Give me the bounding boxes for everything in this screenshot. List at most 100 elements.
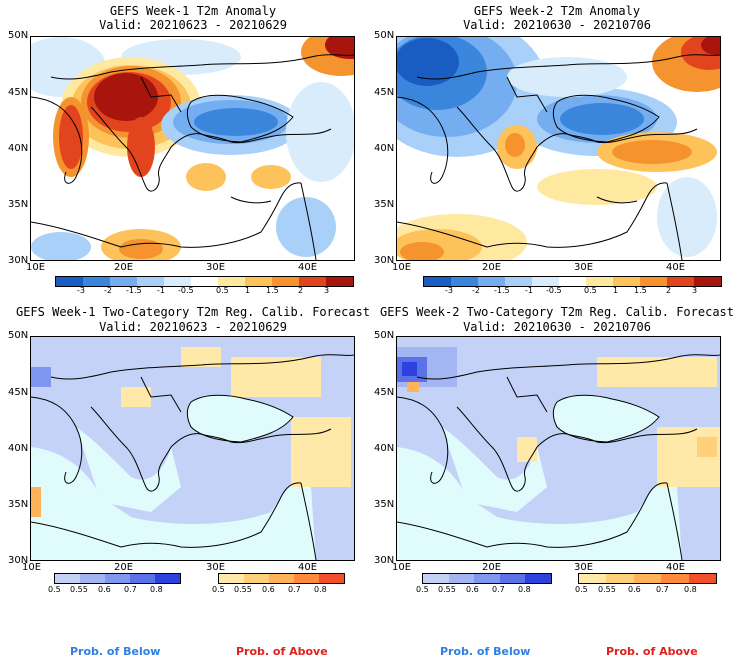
panel-week2-probability: GEFS Week-2 Two-Category T2m Reg. Calib.… bbox=[370, 300, 740, 662]
cbar-tick-label: 0.8 bbox=[518, 585, 531, 594]
prob-below-label: Prob. of Below bbox=[440, 645, 531, 658]
cbar-tick-label: 0.5 bbox=[416, 585, 429, 594]
cbar-swatch bbox=[164, 277, 191, 286]
cbar-swatch bbox=[688, 574, 717, 583]
lat-label-45n: 45N bbox=[374, 87, 395, 98]
cbar-swatch bbox=[105, 574, 130, 583]
panel-title: GEFS Week-1 Two-Category T2m Reg. Calib.… bbox=[15, 305, 370, 319]
cbar-tick-label: -2 bbox=[472, 286, 480, 295]
cbar-tick-label: 2 bbox=[298, 286, 304, 295]
cbar-swatch bbox=[272, 277, 299, 286]
cbar-tick-label: 1 bbox=[613, 286, 619, 295]
below-colorbar-week1 bbox=[54, 573, 181, 584]
cbar-swatch bbox=[606, 574, 634, 583]
lat-label-35n: 35N bbox=[8, 499, 29, 510]
lon-label-10e: 10E bbox=[392, 562, 412, 573]
anomaly-map-week2 bbox=[396, 36, 721, 261]
above-colorbar-week2 bbox=[578, 573, 717, 584]
lon-label-30e: 30E bbox=[574, 262, 594, 273]
cbar-swatch bbox=[423, 574, 449, 583]
cbar-tick-label: -3 bbox=[445, 286, 453, 295]
cbar-swatch bbox=[532, 277, 559, 286]
lat-label-40n: 40N bbox=[374, 443, 395, 454]
prob-above-label: Prob. of Above bbox=[236, 645, 328, 658]
lat-label-40n: 40N bbox=[374, 143, 395, 154]
cbar-tick-label: 0.5 bbox=[584, 286, 597, 295]
cbar-swatch bbox=[130, 574, 155, 583]
lon-label-20e: 20E bbox=[482, 562, 502, 573]
cbar-swatch bbox=[525, 574, 551, 583]
cbar-tick-label: 0.6 bbox=[466, 585, 479, 594]
cbar-tick-label: 1 bbox=[245, 286, 251, 295]
lat-label-30n: 30N bbox=[374, 555, 395, 566]
lat-label-35n: 35N bbox=[374, 199, 395, 210]
panel-title: GEFS Week-2 T2m Anomaly bbox=[473, 4, 641, 18]
cbar-swatch bbox=[499, 574, 526, 583]
cbar-swatch bbox=[448, 574, 475, 583]
cbar-swatch bbox=[613, 277, 640, 286]
cbar-tick-label: 1.5 bbox=[634, 286, 647, 295]
cbar-tick-label: 1.5 bbox=[266, 286, 279, 295]
lat-label-35n: 35N bbox=[374, 499, 395, 510]
cbar-swatch bbox=[191, 277, 218, 286]
lon-label-40e: 40E bbox=[666, 562, 686, 573]
cbar-tick-label: -2 bbox=[104, 286, 112, 295]
panel-valid-dates: Valid: 20210623 - 20210629 bbox=[99, 320, 287, 334]
panel-valid-dates: Valid: 20210630 - 20210706 bbox=[463, 18, 651, 32]
panel-week2-anomaly: GEFS Week-2 T2m Anomaly Valid: 20210630 … bbox=[370, 0, 740, 300]
above-colorbar-week1 bbox=[218, 573, 345, 584]
lon-label-30e: 30E bbox=[574, 562, 594, 573]
lat-label-50n: 50N bbox=[374, 30, 395, 41]
lon-label-40e: 40E bbox=[298, 262, 318, 273]
panel-valid-dates: Valid: 20210623 - 20210629 bbox=[99, 18, 287, 32]
cbar-tick-label: 0.5 bbox=[575, 585, 588, 594]
lon-label-40e: 40E bbox=[666, 262, 686, 273]
cbar-tick-label: -0.5 bbox=[546, 286, 562, 295]
cbar-swatch bbox=[110, 277, 137, 286]
cbar-tick-label: 3 bbox=[324, 286, 330, 295]
cbar-swatch bbox=[579, 574, 607, 583]
panel-week1-probability: GEFS Week-1 Two-Category T2m Reg. Calib.… bbox=[0, 300, 370, 662]
lon-label-10e: 10E bbox=[22, 562, 42, 573]
cbar-tick-label: 2 bbox=[666, 286, 672, 295]
cbar-tick-label: 0.7 bbox=[656, 585, 669, 594]
cbar-swatch bbox=[245, 277, 272, 286]
lon-label-10e: 10E bbox=[392, 262, 412, 273]
cbar-swatch bbox=[55, 574, 80, 583]
cbar-swatch bbox=[269, 574, 294, 583]
cbar-swatch bbox=[505, 277, 532, 286]
below-colorbar-week2 bbox=[422, 573, 552, 584]
cbar-tick-label: -1.5 bbox=[494, 286, 510, 295]
cbar-swatch bbox=[474, 574, 500, 583]
lat-label-50n: 50N bbox=[8, 330, 29, 341]
lat-label-50n: 50N bbox=[8, 30, 29, 41]
cbar-tick-label: 0.7 bbox=[124, 585, 137, 594]
cbar-swatch bbox=[80, 574, 105, 583]
cbar-tick-label: 0.7 bbox=[492, 585, 505, 594]
cbar-swatch bbox=[83, 277, 110, 286]
cbar-swatch bbox=[694, 277, 721, 286]
cbar-tick-label: 0.55 bbox=[70, 585, 88, 594]
lat-label-40n: 40N bbox=[8, 443, 29, 454]
cbar-tick-label: 0.55 bbox=[438, 585, 456, 594]
anomaly-colorbar-week1 bbox=[55, 276, 354, 287]
lon-label-40e: 40E bbox=[298, 562, 318, 573]
cbar-tick-label: 0.5 bbox=[48, 585, 61, 594]
prob-above-label: Prob. of Above bbox=[606, 645, 698, 658]
panel-title: GEFS Week-2 Two-Category T2m Reg. Calib.… bbox=[379, 305, 734, 319]
cbar-tick-label: 0.55 bbox=[598, 585, 616, 594]
lat-label-50n: 50N bbox=[374, 330, 395, 341]
cbar-swatch bbox=[424, 277, 451, 286]
cbar-tick-label: 0.5 bbox=[212, 585, 225, 594]
cbar-swatch bbox=[219, 574, 244, 583]
cbar-swatch bbox=[451, 277, 478, 286]
cbar-swatch bbox=[294, 574, 319, 583]
prob-below-label: Prob. of Below bbox=[70, 645, 161, 658]
anomaly-colorbar-week2 bbox=[423, 276, 722, 287]
cbar-swatch bbox=[244, 574, 269, 583]
cbar-swatch bbox=[661, 574, 689, 583]
probability-map-week1 bbox=[30, 336, 355, 561]
cbar-swatch bbox=[478, 277, 505, 286]
panel-valid-dates: Valid: 20210630 - 20210706 bbox=[463, 320, 651, 334]
cbar-swatch bbox=[155, 574, 180, 583]
